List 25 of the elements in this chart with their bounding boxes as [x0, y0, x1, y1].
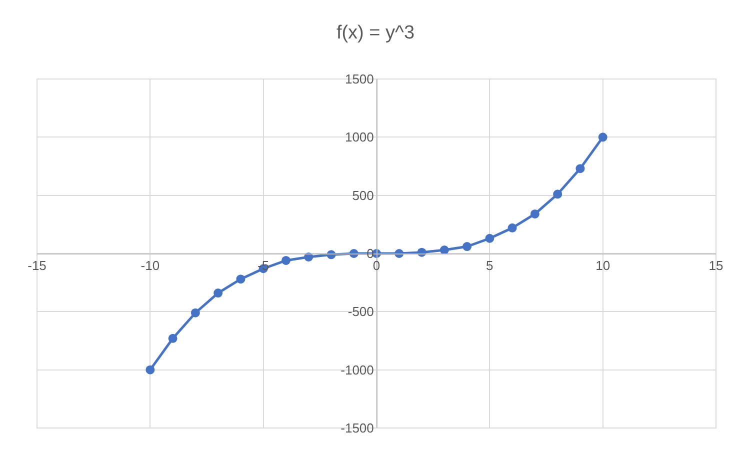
point [146, 365, 155, 374]
point [485, 234, 494, 243]
point [214, 288, 223, 298]
point [236, 274, 246, 284]
y-tick-label: 1000 [344, 130, 374, 145]
point [576, 164, 585, 174]
x-tick-label: 10 [596, 258, 610, 274]
y-tick-label: -1500 [340, 420, 374, 436]
y-tick-label: 500 [352, 188, 374, 203]
x-tick-label: 15 [708, 258, 724, 274]
point [168, 334, 178, 343]
point [530, 209, 540, 218]
point [508, 223, 517, 232]
point [190, 308, 200, 318]
point [598, 132, 608, 142]
x-tick-label: -10 [140, 258, 160, 274]
point [462, 242, 472, 252]
chart-title: f(x) = y^3 [336, 22, 415, 44]
y-tick-label: -500 [348, 304, 374, 320]
x-tick-label: -15 [28, 258, 46, 274]
point [553, 190, 562, 199]
y-tick-label: 1500 [344, 72, 374, 87]
point [281, 256, 290, 265]
x-tick-label: 5 [486, 258, 494, 274]
y-tick-label: -1000 [340, 362, 374, 378]
